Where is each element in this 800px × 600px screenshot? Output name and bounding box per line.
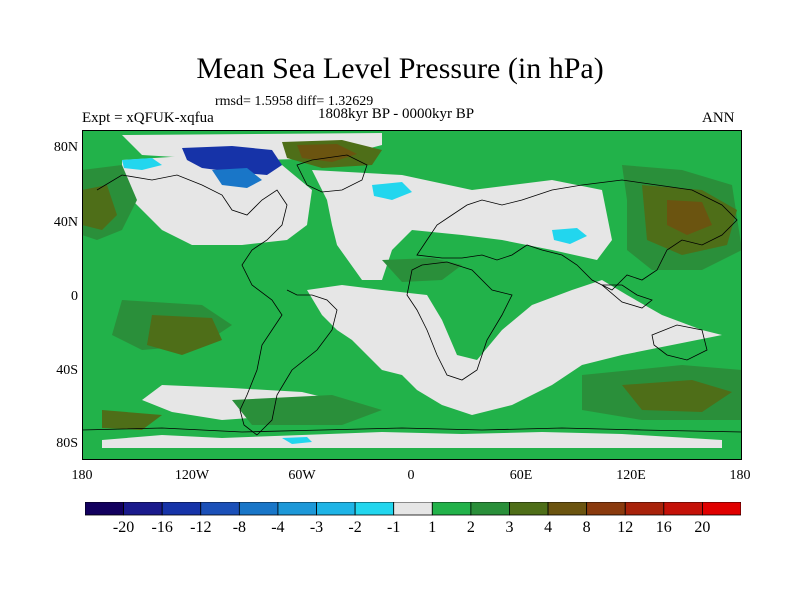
colorbar-label: -12 xyxy=(190,519,212,536)
lon-label-180e: 180 xyxy=(729,468,751,483)
colorbar-box xyxy=(702,502,741,516)
lat-label-40n: 40N xyxy=(53,215,78,230)
season-label: ANN xyxy=(702,110,735,126)
lat-label-80s: 80S xyxy=(56,436,78,451)
colorbar-label: 1 xyxy=(428,519,437,536)
lon-label-120e: 120E xyxy=(616,468,646,483)
experiment-label: Expt = xQFUK-xqfua xyxy=(82,110,214,126)
pressure-anomaly-map xyxy=(82,130,742,460)
colorbar-label: -8 xyxy=(232,519,247,536)
negative-regions xyxy=(122,146,587,444)
colorbar-box xyxy=(393,502,433,516)
coastlines xyxy=(82,154,742,436)
chart-title: Mean Sea Level Pressure (in hPa) xyxy=(196,52,604,85)
colorbar-box xyxy=(161,502,202,516)
lat-label-0: 0 xyxy=(71,289,78,304)
colorbar-box xyxy=(85,502,124,516)
colorbar-label: 12 xyxy=(617,519,634,536)
colorbar-box xyxy=(277,502,317,516)
colorbar-box xyxy=(624,502,665,516)
brown-regions xyxy=(82,140,737,430)
colorbar-box xyxy=(470,502,510,516)
colorbar-label: -16 xyxy=(151,519,173,536)
colorbar-box xyxy=(316,502,356,516)
lon-label-120w: 120W xyxy=(174,468,210,483)
colorbar-label: 8 xyxy=(582,519,591,536)
lon-label-60w: 60W xyxy=(288,468,316,483)
colorbar-box xyxy=(586,502,626,516)
colorbar-box xyxy=(200,502,240,516)
lat-label-80n: 80N xyxy=(53,140,78,155)
colorbar xyxy=(85,502,741,516)
colorbar-box xyxy=(431,502,472,516)
colorbar-box xyxy=(509,502,549,516)
period-label: 1808kyr BP - 0000kyr BP xyxy=(318,106,475,122)
colorbar-label: 16 xyxy=(655,519,672,536)
stats-line: rmsd= 1.5958 diff= 1.32629 xyxy=(215,94,374,109)
colorbar-label: 2 xyxy=(466,519,475,536)
map-frame xyxy=(82,130,742,460)
colorbar-box xyxy=(663,502,703,516)
colorbar-label: -4 xyxy=(271,519,285,536)
lon-label-60e: 60E xyxy=(509,468,533,483)
colorbar-label: 3 xyxy=(505,519,514,536)
lon-label-180w: 180 xyxy=(71,468,93,483)
colorbar-label: 4 xyxy=(544,519,553,536)
colorbar-label: -1 xyxy=(387,519,401,536)
colorbar-label: -3 xyxy=(309,519,324,536)
lat-label-40s: 40S xyxy=(56,363,78,378)
colorbar-label: -2 xyxy=(348,519,362,536)
colorbar-box xyxy=(354,502,395,516)
colorbar-box xyxy=(123,502,163,516)
colorbar-label: -20 xyxy=(112,519,135,536)
lon-label-0: 0 xyxy=(407,468,415,483)
colorbar-box xyxy=(238,502,279,516)
colorbar-label: 20 xyxy=(694,519,711,536)
colorbar-box xyxy=(547,502,588,516)
colorbar-boxes xyxy=(85,502,741,516)
